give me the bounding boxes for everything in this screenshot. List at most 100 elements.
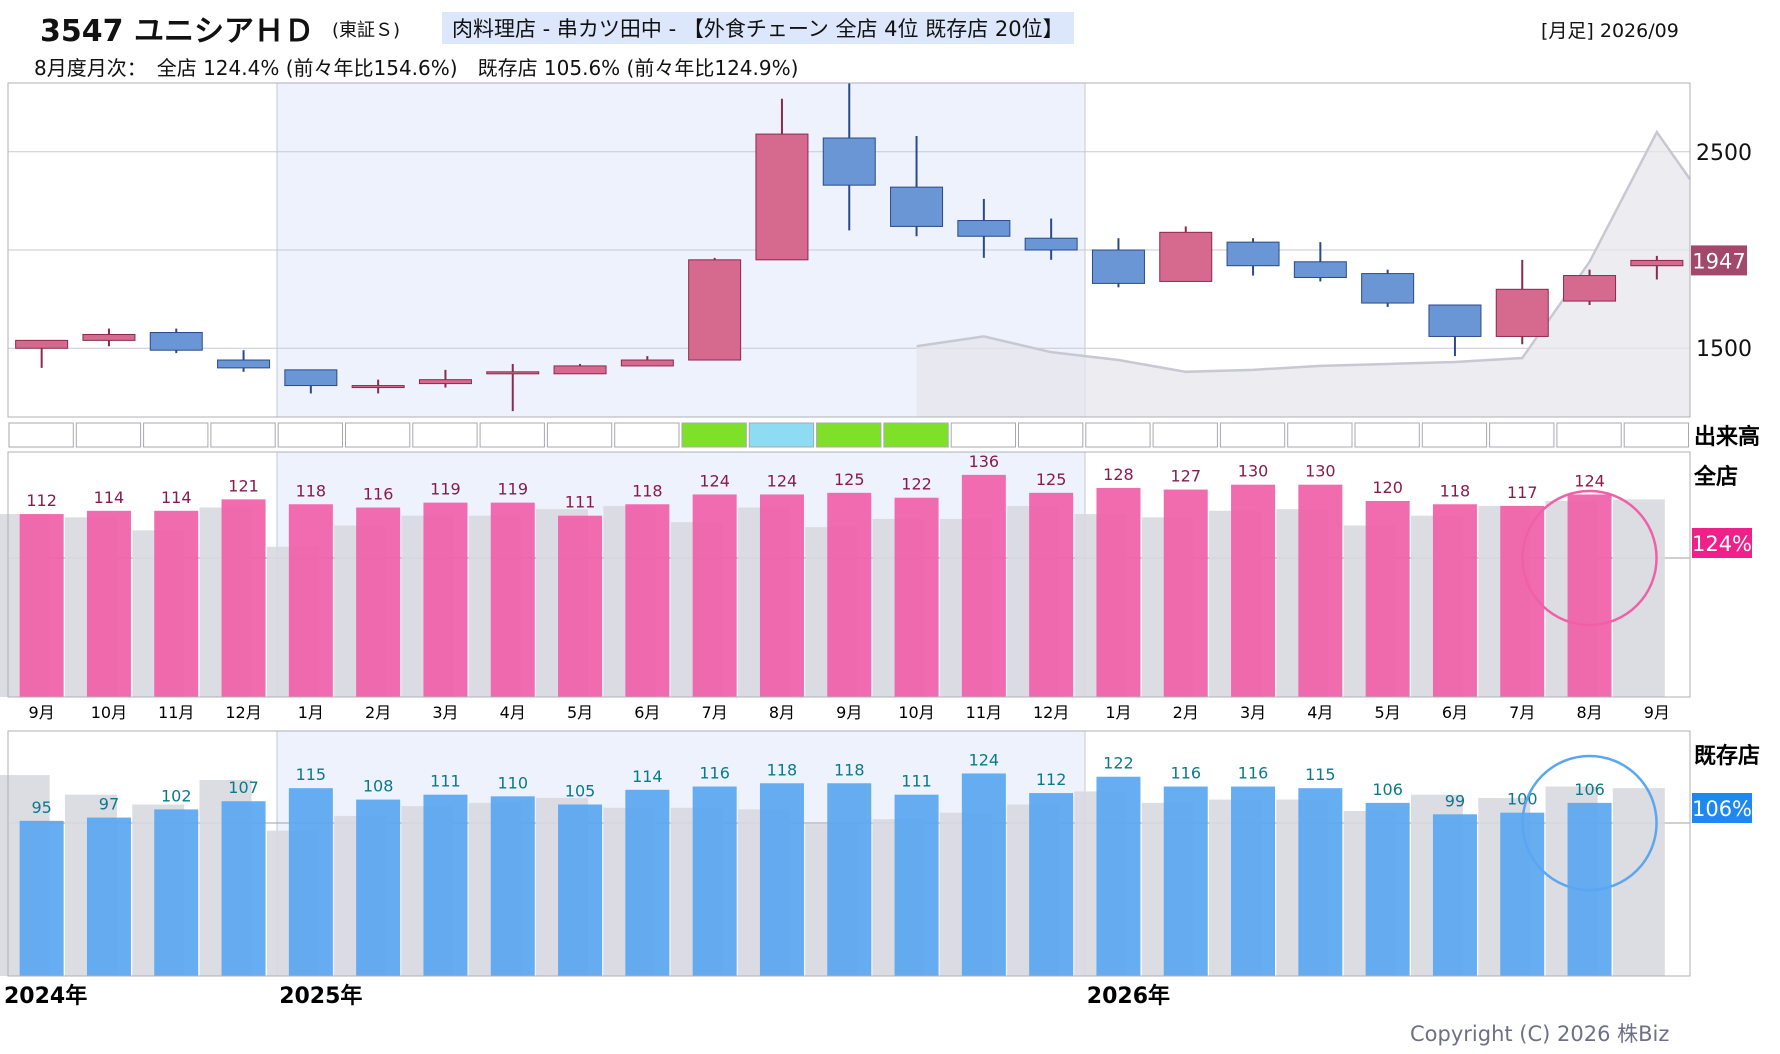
bar-value-label: 118	[1440, 481, 1471, 500]
price-chart: 1500 2500 1947	[7, 82, 1752, 418]
price-tick-label: 1500	[1696, 337, 1752, 362]
candle-body	[217, 359, 271, 369]
candle-body	[1361, 273, 1415, 304]
volume-cell	[210, 422, 276, 448]
candle-body	[1563, 275, 1617, 302]
candle-body	[351, 385, 405, 389]
bar	[288, 788, 333, 976]
volume-cell	[1623, 422, 1689, 448]
volume-cell	[883, 422, 949, 448]
bar-value-label: 110	[497, 773, 528, 792]
volume-cell	[1152, 422, 1218, 448]
bar	[1231, 786, 1276, 976]
volume-cell	[345, 422, 411, 448]
bar	[1567, 494, 1612, 697]
bar	[86, 817, 131, 976]
month-label: 8月	[769, 703, 795, 722]
bar-value-label: 118	[632, 481, 663, 500]
bar	[288, 504, 333, 697]
reference-line	[916, 129, 1692, 374]
month-label: 10月	[91, 703, 127, 722]
bar	[827, 783, 872, 976]
candle-body	[1428, 304, 1482, 337]
bar-value-label: 111	[565, 493, 596, 512]
bar	[625, 789, 670, 976]
month-label: 1月	[1105, 703, 1131, 722]
candle-body	[957, 220, 1011, 237]
bar	[1029, 793, 1074, 976]
bar	[490, 502, 535, 697]
bar-value-label: 127	[1170, 467, 1201, 486]
bar-value-label: 122	[1103, 754, 1134, 773]
bar-value-label: 121	[228, 476, 259, 495]
highlight-circle	[1521, 489, 1658, 627]
year-label: 2024年	[4, 983, 87, 1009]
month-label: 8月	[1576, 703, 1602, 722]
month-label: 7月	[1509, 703, 1535, 722]
monthly-sales-summary: 8月度月次： 全店 124.4% (前々年比154.6%) 既存店 105.6%…	[34, 56, 799, 80]
bar	[1096, 776, 1141, 976]
volume-cell	[412, 422, 478, 448]
bar	[1298, 788, 1343, 976]
month-label: 2月	[1173, 703, 1199, 722]
existing-stores-label: 既存店	[1694, 743, 1760, 769]
volume-cell	[143, 422, 209, 448]
bar	[19, 514, 64, 697]
month-label: 4月	[1307, 703, 1333, 722]
axis-labels: 9月 10月 11月 12月 1月 2月 3月 4月 5月 6月 7月 8月 9月 10月 11月 12月 1月…	[4, 703, 1670, 1009]
category-tags: 肉料理店 - 串カツ田中 - 【外食チェーン 全店 4位 既存店 20位】	[442, 12, 1074, 44]
bar-value-label: 99	[1445, 791, 1465, 810]
bar	[1298, 484, 1343, 697]
candle-body	[1159, 231, 1213, 282]
bar-value-label: 118	[834, 760, 865, 779]
bar	[423, 502, 468, 697]
bar	[558, 804, 603, 976]
bar-value-label: 120	[1372, 478, 1403, 497]
month-label: 9月	[29, 703, 55, 722]
volume-cell	[748, 422, 815, 448]
volume-cell	[75, 422, 142, 448]
volume-cell	[1287, 422, 1353, 448]
bar-value-label: 130	[1305, 462, 1336, 481]
bar	[356, 507, 401, 697]
panel-frame	[7, 451, 1691, 698]
bar	[961, 474, 1006, 697]
highlight-circle	[1521, 754, 1658, 892]
bar-value-label: 119	[497, 480, 528, 499]
month-label: 9月	[1644, 703, 1670, 722]
all-stores-chart: 112 114 114 121 118 116 119 119 111 118 124 124 125 1…	[0, 451, 1752, 698]
bar-value-label: 115	[296, 765, 327, 784]
bar	[1365, 501, 1410, 697]
bar	[692, 786, 737, 976]
candle-body	[1091, 249, 1145, 284]
candle-body	[1024, 237, 1078, 251]
bar	[154, 809, 199, 976]
month-label: 5月	[1375, 703, 1401, 722]
candle-body	[149, 332, 203, 351]
bar	[625, 504, 670, 697]
bar-value-label: 119	[430, 480, 461, 499]
bar	[1231, 484, 1276, 697]
month-label: 9月	[836, 703, 862, 722]
candle-body	[755, 133, 809, 261]
bar	[1432, 504, 1477, 697]
market-label: (東証Ｓ)	[332, 20, 401, 41]
candle-body	[284, 369, 338, 387]
bar-value-label: 124	[699, 471, 730, 490]
stock-title: 3547 ユニシアＨＤ	[40, 14, 314, 49]
candle-body	[82, 333, 136, 341]
candle-body	[1226, 241, 1280, 267]
bar	[154, 510, 199, 697]
bar-value-label: 116	[363, 485, 394, 504]
bar-value-label: 118	[767, 760, 798, 779]
price-frame	[7, 82, 1691, 418]
bar	[221, 499, 266, 697]
bar-value-label: 125	[1036, 470, 1067, 489]
bar	[759, 494, 804, 697]
bar	[1029, 492, 1074, 697]
candle-body	[1630, 259, 1684, 267]
reference-area	[916, 132, 1690, 417]
bar-value-label: 116	[699, 764, 730, 783]
bar	[759, 783, 804, 976]
bar-value-label: 116	[1238, 764, 1269, 783]
